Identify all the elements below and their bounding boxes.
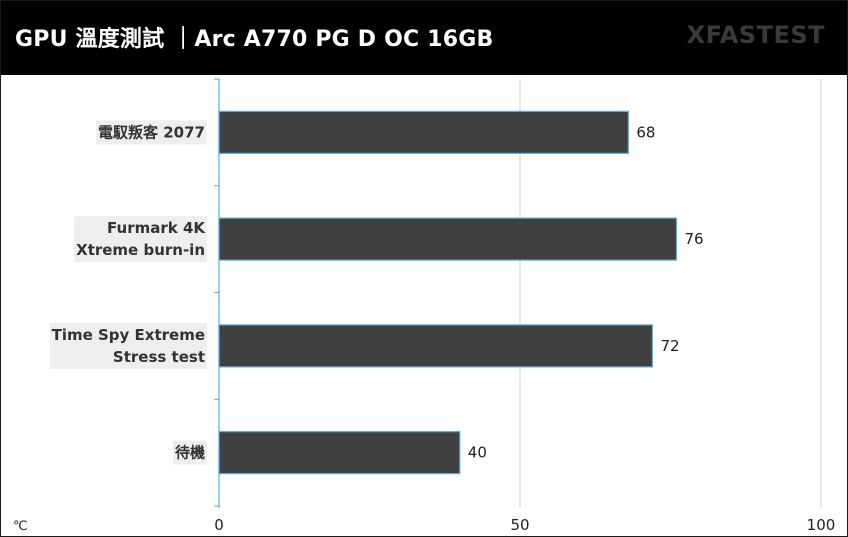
category-label-3: 待機 bbox=[172, 440, 207, 465]
category-label-bg-1 bbox=[74, 216, 207, 263]
bar-1 bbox=[218, 217, 678, 261]
chart-title: GPU 溫度測試 ｜Arc A770 PG D OC 16GB bbox=[15, 27, 494, 52]
category-label-1-line-0: Furmark 4K bbox=[107, 219, 206, 237]
category-label-bg-0 bbox=[96, 120, 207, 145]
value-label-1: 76 bbox=[685, 230, 704, 248]
category-label-2-line-0: Time Spy Extreme bbox=[52, 326, 205, 344]
bar-2 bbox=[218, 324, 654, 368]
value-label-2: 72 bbox=[660, 337, 679, 355]
value-label-3: 40 bbox=[468, 444, 487, 462]
category-label-0-line-0: 電馭叛客 2077 bbox=[98, 123, 205, 141]
category-label-bg-3 bbox=[172, 440, 207, 465]
category-label-0: 電馭叛客 2077 bbox=[96, 120, 207, 145]
category-label-bg-2 bbox=[49, 322, 207, 369]
category-label-3-line-0: 待機 bbox=[175, 444, 205, 462]
brand-watermark: XFASTEST bbox=[686, 21, 825, 49]
x-tick-label-1: 50 bbox=[510, 516, 529, 534]
category-label-1-line-1: Xtreme burn-in bbox=[76, 241, 205, 259]
category-label-2: Time Spy Extreme Stress test bbox=[49, 322, 207, 369]
chart-header: GPU 溫度測試 ｜Arc A770 PG D OC 16GB XFASTEST bbox=[1, 1, 847, 75]
x-tick-label-2: 100 bbox=[807, 516, 836, 534]
bar-0 bbox=[218, 110, 629, 154]
x-tick-label-0: 0 bbox=[214, 516, 224, 534]
category-label-1: Furmark 4K Xtreme burn-in bbox=[74, 216, 207, 263]
value-label-0: 68 bbox=[636, 123, 655, 141]
category-label-2-line-1: Stress test bbox=[113, 348, 205, 366]
bar-3 bbox=[218, 431, 461, 475]
unit-label: ℃ bbox=[13, 519, 28, 534]
